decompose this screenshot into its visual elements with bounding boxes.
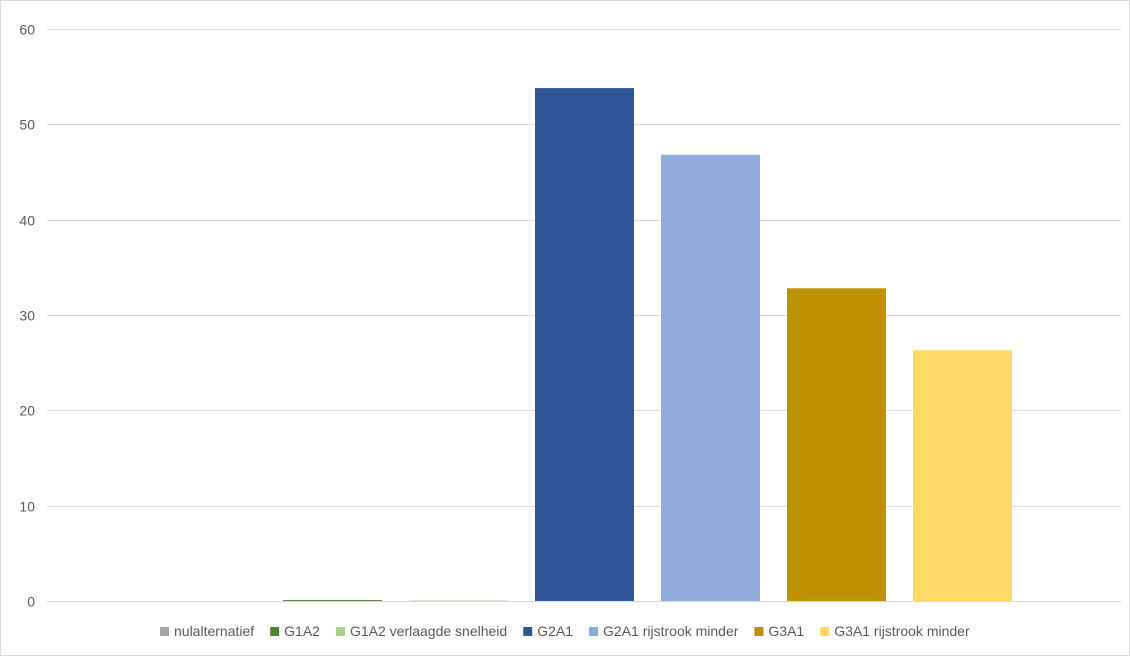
y-tick-label: 50 xyxy=(19,117,35,133)
legend-label: G1A2 verlaagde snelheid xyxy=(350,623,507,639)
bar-g2a1-rijstrook-minder xyxy=(661,154,760,601)
bars xyxy=(283,88,1012,601)
y-tick-label: 40 xyxy=(19,213,35,229)
bar-g3a1-rijstrook-minder xyxy=(913,350,1012,601)
legend-item-g1a2-verlaagde-snelheid[interactable]: G1A2 verlaagde snelheid xyxy=(335,623,507,639)
legend-swatch xyxy=(270,627,280,636)
legend[interactable]: nulalternatief G1A2 G1A2 verlaagde snelhei… xyxy=(160,623,970,639)
y-tick-label: 30 xyxy=(19,308,35,324)
legend-item-g1a2[interactable]: G1A2 xyxy=(270,623,320,639)
legend-swatch xyxy=(589,627,599,636)
legend-swatch xyxy=(160,627,169,636)
y-tick-label: 60 xyxy=(19,22,35,38)
y-axis-tick-labels: 0 10 20 30 40 50 60 xyxy=(19,22,35,610)
legend-label: G2A1 rijstrook minder xyxy=(603,623,739,639)
legend-item-nulalternatief[interactable]: nulalternatief xyxy=(160,623,254,639)
y-tick-label: 10 xyxy=(19,499,35,515)
legend-label: G2A1 xyxy=(537,623,573,639)
legend-label: G3A1 xyxy=(768,623,804,639)
legend-swatch xyxy=(523,627,533,636)
bar-g1a2 xyxy=(283,600,382,601)
legend-swatch xyxy=(820,627,830,636)
legend-item-g2a1[interactable]: G2A1 xyxy=(523,623,573,639)
legend-item-g3a1[interactable]: G3A1 xyxy=(754,623,804,639)
y-tick-label: 0 xyxy=(27,594,35,610)
bar-g2a1 xyxy=(535,88,634,601)
legend-label: G3A1 rijstrook minder xyxy=(834,623,970,639)
legend-label: nulalternatief xyxy=(174,623,254,639)
bar-g3a1 xyxy=(787,288,886,601)
legend-swatch xyxy=(754,627,764,636)
legend-item-g3a1-rijstrook-minder[interactable]: G3A1 rijstrook minder xyxy=(820,623,970,639)
legend-swatch xyxy=(335,627,345,636)
legend-item-g2a1-rijstrook-minder[interactable]: G2A1 rijstrook minder xyxy=(589,623,739,639)
y-tick-label: 20 xyxy=(19,403,35,419)
legend-label: G1A2 xyxy=(284,623,320,639)
